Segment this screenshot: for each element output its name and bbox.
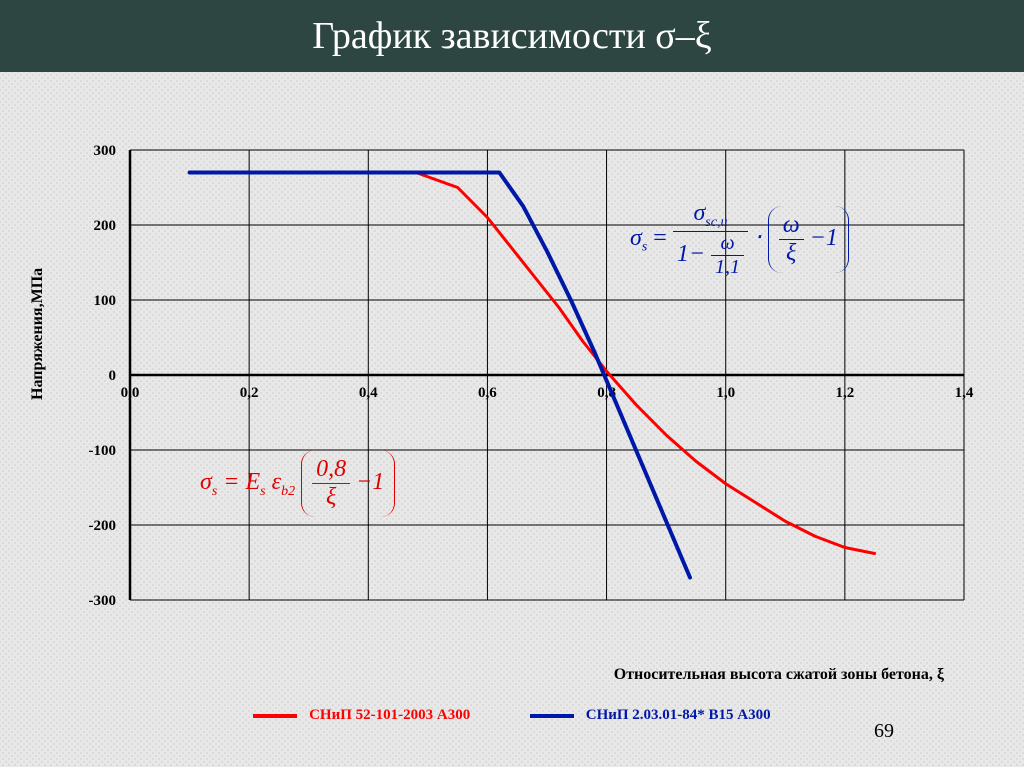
svg-text:200: 200 (94, 218, 117, 234)
legend-swatch (530, 714, 574, 718)
svg-text:0,0: 0,0 (121, 385, 140, 401)
svg-text:0,2: 0,2 (240, 385, 259, 401)
svg-text:0: 0 (109, 368, 117, 384)
formula-blue: σs = σsc,u 1− ω 1,1 ⋅ ωξ −1 (630, 200, 849, 279)
title-text: График зависимости σ–ξ (312, 15, 711, 57)
y-axis-label: Напряжения,МПа (29, 268, 47, 400)
svg-text:0,6: 0,6 (478, 385, 497, 401)
x-axis-label: Относительная высота сжатой зоны бетона,… (614, 666, 944, 684)
chart-legend: СНиП 52-101-2003 А300 СНиП 2.03.01-84* В… (40, 707, 984, 724)
svg-text:300: 300 (94, 143, 117, 159)
slide-title: График зависимости σ–ξ (0, 0, 1024, 72)
legend-swatch (253, 714, 297, 718)
svg-text:0,4: 0,4 (359, 385, 378, 401)
svg-text:1,2: 1,2 (835, 385, 854, 401)
stress-xi-chart: Напряжения,МПа -300-200-10001002003000,0… (40, 140, 984, 660)
legend-label: СНиП 52-101-2003 А300 (309, 707, 470, 723)
legend-label: СНиП 2.03.01-84* В15 А300 (586, 707, 771, 723)
formula-red: σs = Es εb2 0,8ξ −1 (200, 450, 395, 517)
svg-text:1,0: 1,0 (716, 385, 735, 401)
legend-item: СНиП 52-101-2003 А300 (253, 707, 470, 724)
svg-text:1,4: 1,4 (955, 385, 974, 401)
page-number: 69 (874, 720, 894, 743)
svg-text:-200: -200 (89, 518, 117, 534)
svg-text:-100: -100 (89, 443, 117, 459)
legend-item: СНиП 2.03.01-84* В15 А300 (530, 707, 771, 724)
svg-text:100: 100 (94, 293, 117, 309)
svg-text:-300: -300 (89, 593, 117, 609)
